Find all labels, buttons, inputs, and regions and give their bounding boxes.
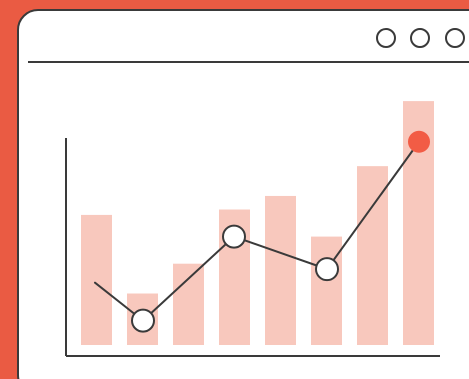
line-point [131, 308, 155, 333]
bar-1 [81, 214, 112, 345]
window-frame [17, 9, 469, 379]
points-group [131, 130, 430, 333]
line-point [315, 257, 339, 282]
bar-7 [357, 166, 388, 345]
highlight-point [408, 130, 430, 153]
axes-group [65, 138, 440, 357]
window [17, 9, 469, 379]
window-control-circle[interactable] [445, 28, 465, 48]
line-point [222, 224, 246, 249]
bar-6 [311, 236, 342, 345]
window-control-circle[interactable] [410, 28, 430, 48]
bar-5 [265, 195, 296, 345]
window-control-circle[interactable] [376, 28, 396, 48]
bar-3 [173, 263, 204, 345]
